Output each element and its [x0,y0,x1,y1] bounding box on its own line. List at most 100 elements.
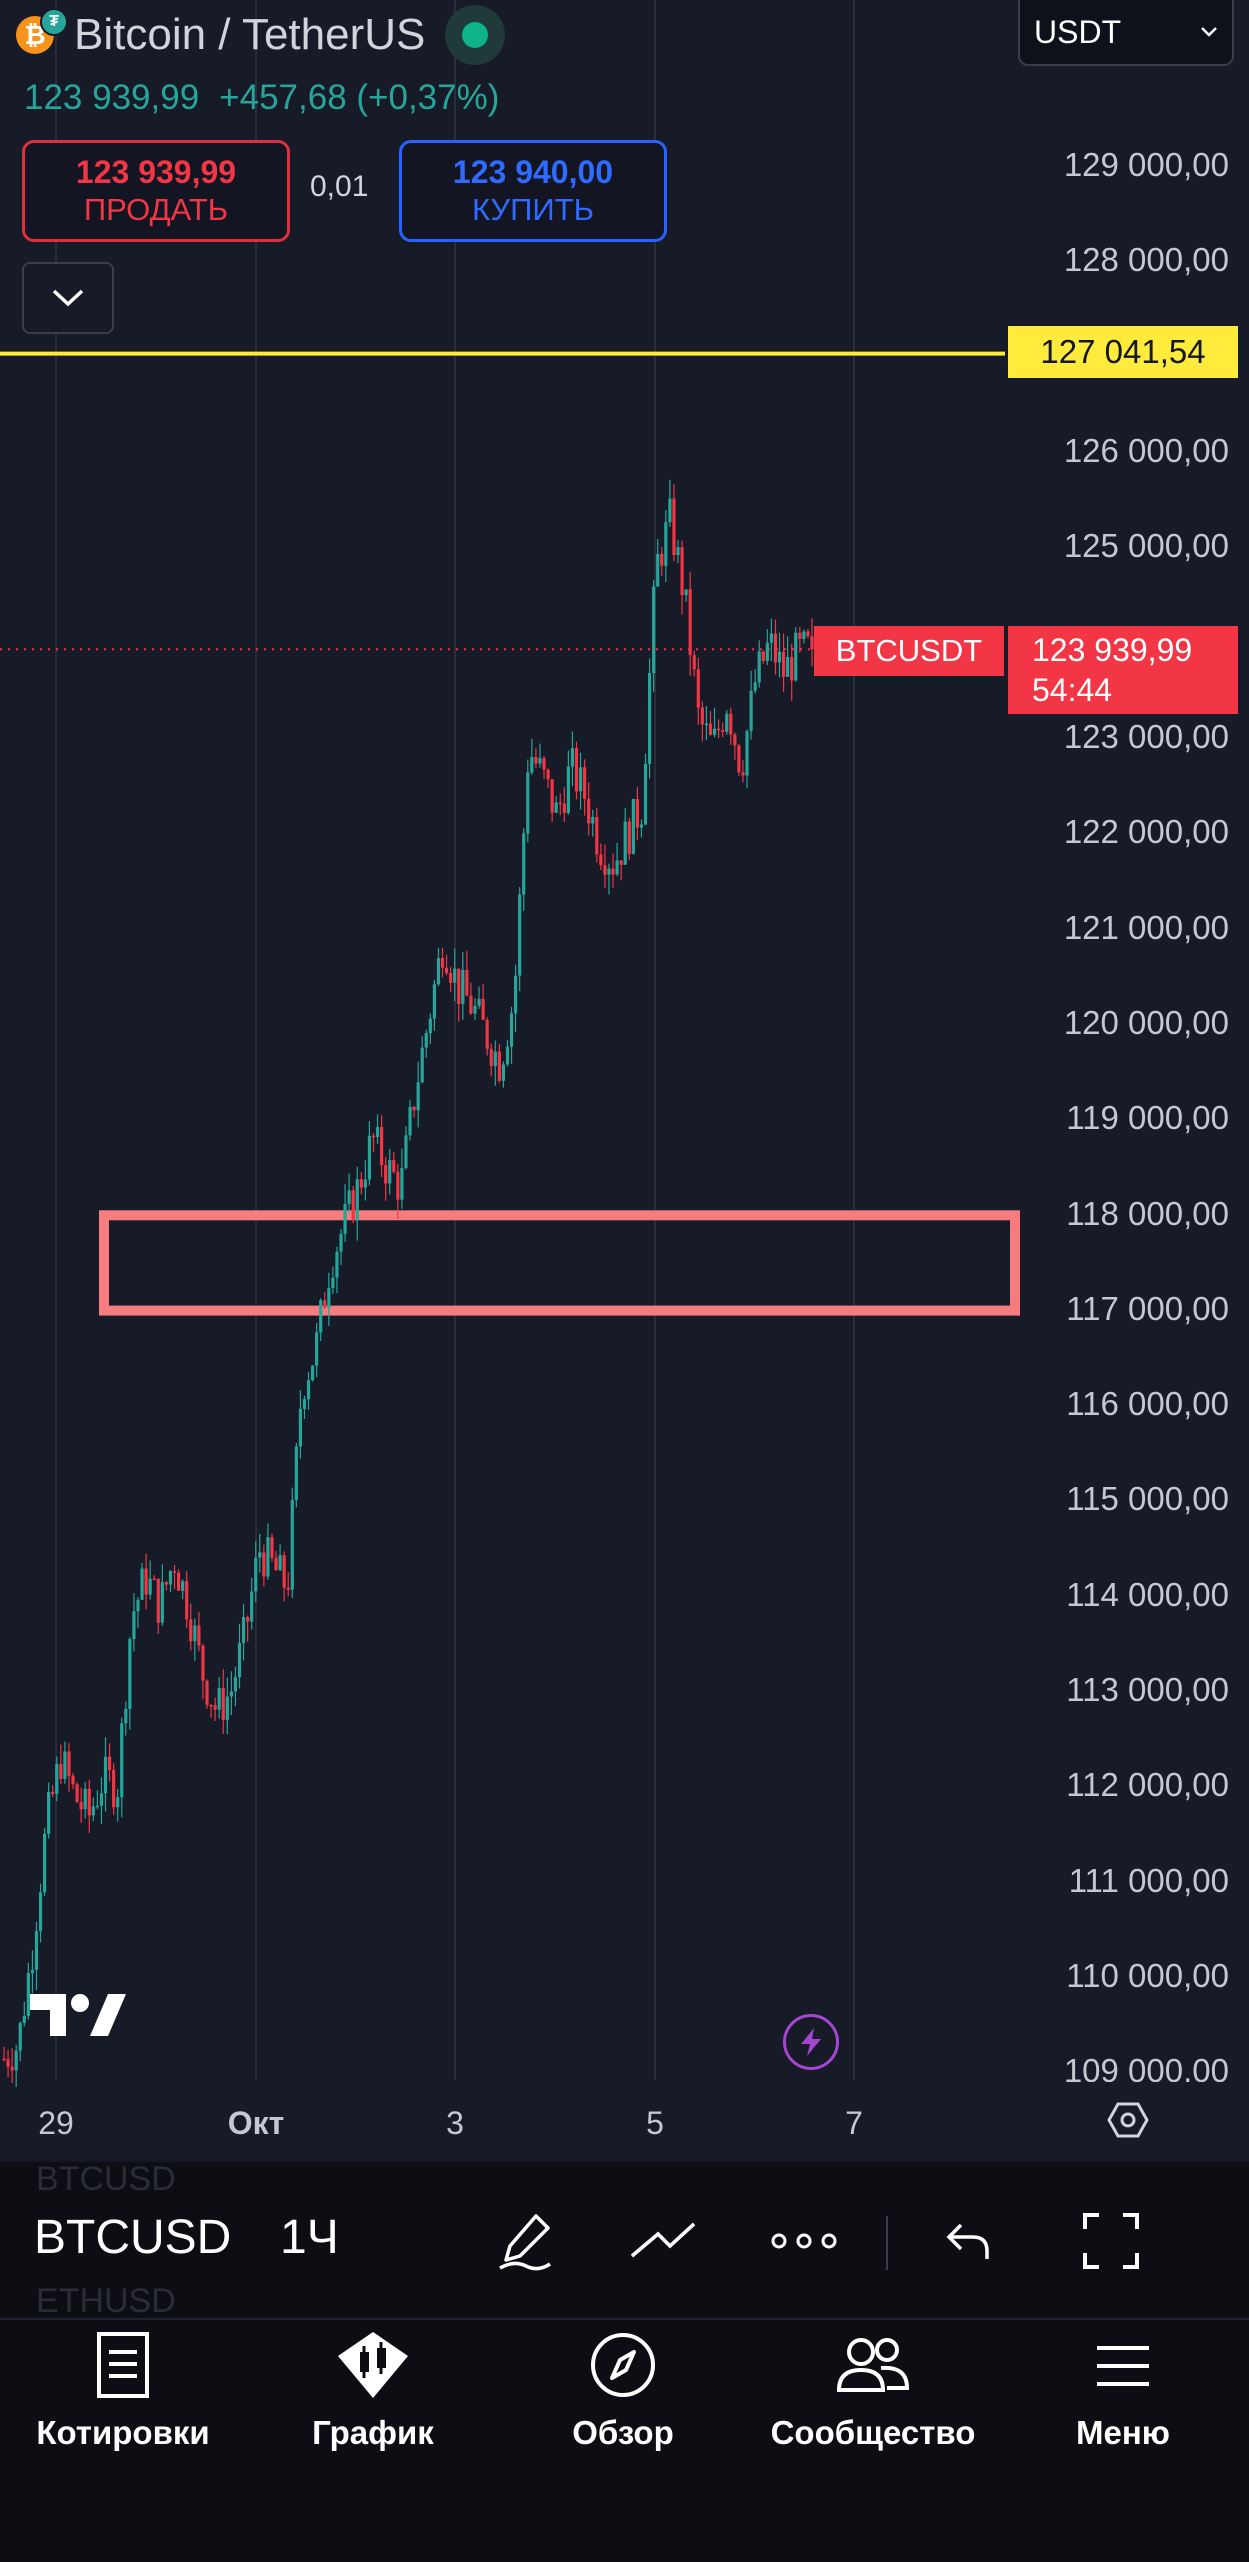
price-tick: 109 000,00 [1063,2052,1229,2082]
tradingview-logo [30,1990,126,2043]
candle-body [729,713,733,735]
bitcoin-icon: ₿ ₮ [16,8,68,54]
candle-body [112,1770,116,1808]
chart-area[interactable] [0,0,1249,2160]
candle-body [392,1160,396,1172]
candle-body [717,728,721,731]
candle-body [51,1792,55,1794]
price-chart[interactable] [0,0,1249,2160]
candle-body [148,1578,152,1595]
currency-value: USDT [1034,13,1122,50]
candle-body [489,1048,493,1066]
price-tick: 119 000,00 [1066,1099,1229,1136]
chevron-down-icon [52,289,84,307]
candle-body [217,1688,221,1710]
candle-body [160,1582,164,1623]
candle-body [542,758,546,770]
candle-body [623,821,627,865]
nav-quotes[interactable]: Котировки [3,2330,243,2452]
fullscreen-icon[interactable] [1076,2206,1146,2276]
candle-body [18,2023,22,2051]
candle-body [355,1179,359,1221]
candle-body [290,1500,294,1590]
price-tick: 114 000,00 [1066,1576,1229,1613]
candle-body [351,1190,355,1221]
candle-body [282,1555,286,1588]
nav-label: Меню [1076,2414,1170,2451]
candle-body [229,1691,233,1697]
candle-body [453,968,457,983]
candle-body [786,656,790,677]
more-icon[interactable] [769,2206,839,2276]
candle-body [132,1611,136,1640]
order-quantity[interactable]: 0,01 [310,170,369,203]
candle-body [692,655,696,670]
brush-icon[interactable] [490,2206,560,2276]
candle-body [79,1801,83,1810]
alert-price-label[interactable]: 127 041,54 [1008,326,1238,378]
nav-menu[interactable]: Меню [1003,2330,1243,2452]
currency-select[interactable]: USDT [1018,0,1234,66]
candle-body [254,1557,258,1592]
candle-body [794,632,798,681]
candle-body [99,1793,104,1806]
interval-selector[interactable]: 1Ч [280,2211,339,2264]
market-status-icon[interactable] [445,5,506,65]
candle-body [225,1696,229,1721]
candle-body [643,763,648,825]
candle-body [205,1680,209,1705]
candle-body [258,1552,262,1558]
candle-body [513,975,518,1014]
symbol-title[interactable]: Bitcoin / TetherUS [74,10,426,59]
last-price: 123 939,99 [24,78,200,117]
candle-body [725,713,729,732]
candle-body [688,589,692,656]
candle-body [343,1204,347,1234]
symbol-selector[interactable]: BTCUSD [34,2211,232,2264]
price-tick: 116 000,00 [1066,1385,1229,1422]
time-tick: 7 [845,2105,863,2141]
nav-label: Котировки [36,2414,210,2451]
symbol-header[interactable]: ₿ ₮ Bitcoin / TetherUS [0,0,506,70]
candle-body [367,1135,372,1180]
candle-body [396,1171,400,1200]
candle-body [233,1677,238,1692]
candle-body [737,745,741,773]
candle-body [684,589,688,596]
buy-button[interactable]: 123 940,00 КУПИТЬ [399,140,667,242]
candle-body [635,798,640,828]
candle-body [733,734,737,746]
candle-body [10,2066,14,2071]
candle-body [359,1179,363,1188]
candle-body [708,723,713,735]
lightning-icon[interactable] [783,2014,839,2070]
last-price-tag-value: 123 939,99 [1032,632,1193,668]
drawings-icon[interactable] [628,2206,698,2276]
candle-body [806,631,810,637]
collapse-button[interactable] [22,262,114,334]
candle-body [639,824,644,828]
sell-button[interactable]: 123 939,99 ПРОДАТЬ [22,140,290,242]
undo-icon[interactable] [934,2206,1004,2276]
candle-body [197,1625,201,1646]
nav-chart[interactable]: График [253,2330,493,2452]
nav-overview[interactable]: Обзор [503,2330,743,2452]
time-tick: Окт [227,2105,285,2141]
settings-icon[interactable] [1106,2098,1150,2147]
candle-body [574,748,579,792]
candle-body [676,547,680,555]
candle-body [278,1555,282,1571]
candle-body [570,748,575,767]
candle-body [790,656,794,681]
candle-body [420,1047,424,1083]
candle-body [209,1704,213,1707]
candle-body [75,1784,79,1802]
nav-community[interactable]: Сообщество [753,2330,993,2452]
nav-label: График [312,2414,434,2451]
symbol-scroll-prev[interactable]: BTCUSD [36,2160,176,2198]
symbol-scroll-next[interactable]: ETHUSD [36,2282,176,2320]
candle-body [371,1135,376,1138]
candle-body [213,1705,217,1710]
candle-body [172,1571,177,1573]
candle-body [103,1756,108,1794]
